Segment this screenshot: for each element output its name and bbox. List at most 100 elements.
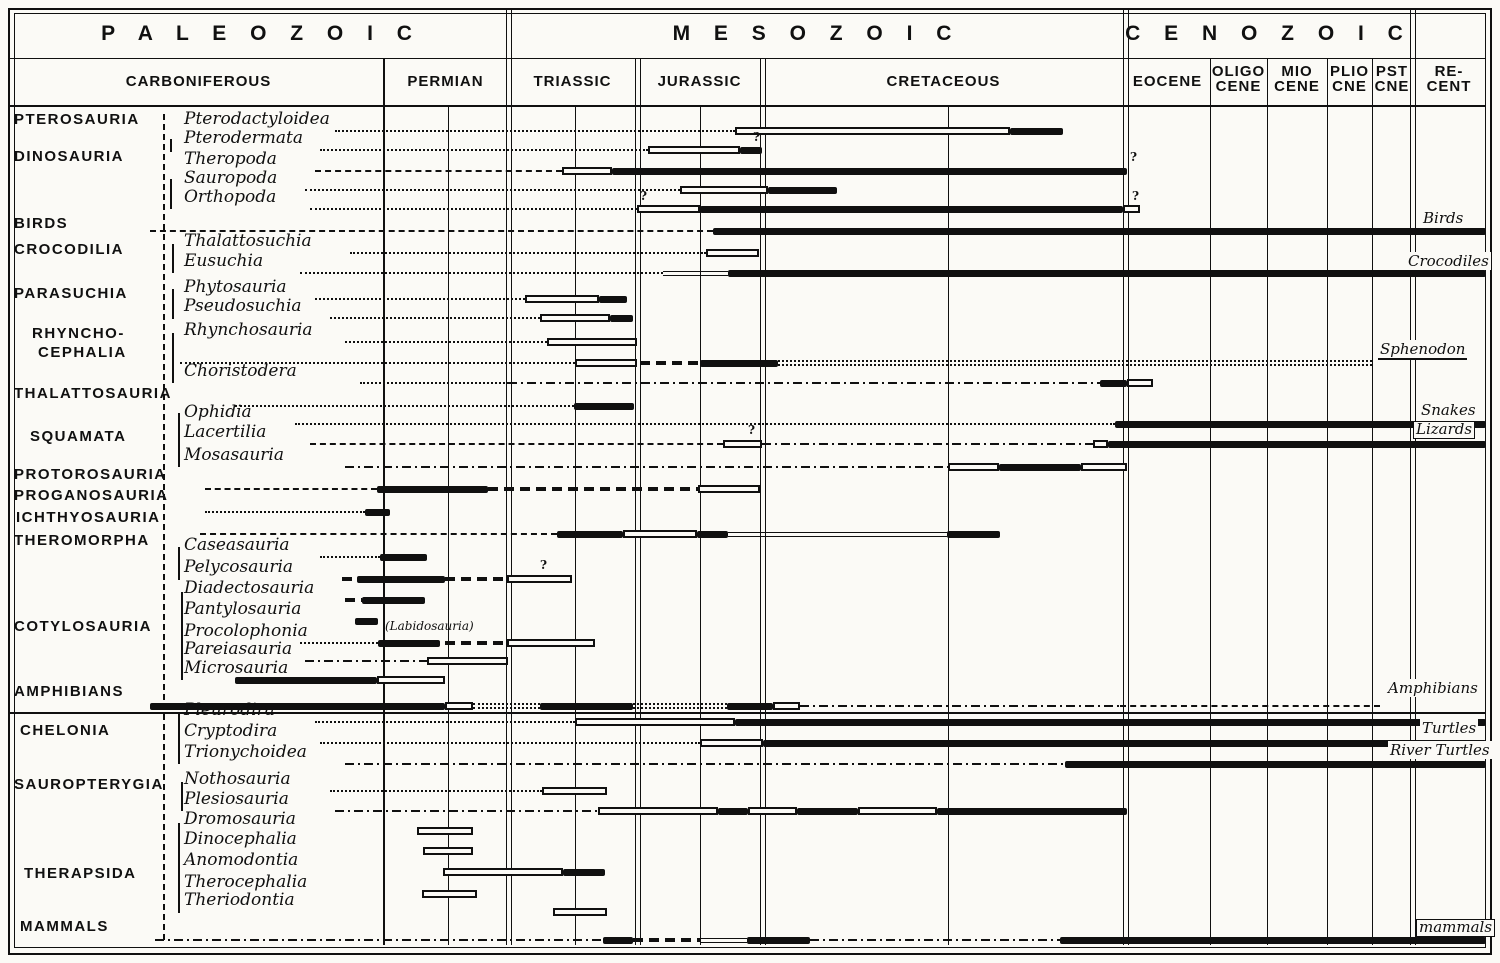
range-bar-dot — [300, 272, 663, 274]
section-rule — [10, 712, 1486, 714]
group-bracket — [170, 139, 172, 152]
range-bar-open — [575, 718, 735, 726]
range-bar-open — [698, 485, 760, 493]
taxon-label: Cryptodira — [184, 721, 278, 741]
column-rule — [1372, 58, 1373, 945]
range-bar-open — [422, 890, 477, 898]
taxon-label: Pantylosauria — [184, 599, 302, 619]
range-bar-thick — [355, 618, 378, 625]
range-bar-open — [377, 676, 445, 684]
group-label: SQUAMATA — [30, 428, 127, 445]
taxon-label: Pseudosuchia — [184, 296, 302, 316]
range-bar-hdash — [488, 487, 698, 491]
group-bracket — [178, 823, 180, 913]
group-label: THEROMORPHA — [14, 532, 150, 549]
range-bar-dash — [315, 170, 562, 172]
taxon-label: Choristodera — [184, 361, 297, 381]
column-rule — [506, 10, 512, 945]
period-header-label: CRETACEOUS — [886, 73, 1001, 90]
range-bar-dot — [295, 423, 1115, 425]
group-bracket — [172, 333, 174, 383]
era-header-label: C E N O Z O I C — [1125, 22, 1412, 45]
taxon-label: Mosasauria — [184, 445, 285, 465]
range-bar-thick — [357, 576, 445, 583]
range-bar-open — [1127, 379, 1153, 387]
range-bar-thin — [663, 271, 728, 276]
range-bar-thick — [557, 531, 623, 538]
range-bar-open — [1093, 440, 1108, 448]
range-bar-dashdot — [508, 382, 1100, 384]
group-bracket — [178, 714, 180, 764]
group-label: PROGANOSAURIA — [14, 487, 169, 504]
range-bar-dashdot — [810, 939, 1060, 941]
right-edge-label: Amphibians — [1386, 679, 1480, 697]
range-bar-dot — [320, 149, 648, 151]
label-divider-dashed-line — [163, 114, 165, 940]
section-rule — [10, 105, 1486, 107]
column-rule — [700, 107, 701, 945]
range-bar-open — [723, 440, 762, 448]
group-label: BIRDS — [14, 215, 69, 232]
range-bar-open — [858, 807, 937, 815]
taxon-label: Pareiasauria — [184, 639, 293, 659]
uncertainty-question-mark: ? — [753, 130, 761, 144]
range-bar-thick — [727, 703, 773, 710]
taxon-label: Pterodermata — [184, 128, 303, 148]
taxon-label: Anomodontia — [184, 850, 299, 870]
group-label: AMPHIBIANS — [14, 683, 125, 700]
taxon-label: Rhynchosauria — [184, 320, 313, 340]
group-bracket — [172, 289, 174, 319]
range-bar-dot — [320, 556, 380, 558]
range-bar-thick — [365, 509, 390, 516]
range-bar-thick — [740, 147, 762, 154]
range-bar-thick — [999, 464, 1081, 471]
right-edge-label: Sphenodon — [1378, 340, 1468, 360]
range-bar-open — [575, 359, 637, 367]
range-bar-dot — [320, 742, 700, 744]
range-bar-open — [700, 739, 763, 747]
group-label: CROCODILIA — [14, 241, 124, 258]
range-bar-dashdot — [800, 705, 1120, 707]
right-edge-label: mammals — [1416, 919, 1496, 937]
right-edge-label: Crocodiles — [1406, 252, 1491, 270]
parenthetical-note: (Labidosauria) — [385, 619, 474, 633]
group-label: SAUROPTERYGIA — [14, 776, 164, 793]
range-bar-open — [423, 847, 473, 855]
range-bar-thin — [700, 938, 747, 943]
era-header-label: P A L E O Z O I C — [101, 22, 421, 45]
group-label: RHYNCHO- — [32, 325, 125, 342]
column-rule — [948, 107, 949, 945]
column-rule — [1267, 58, 1268, 945]
taxon-label: Pterodactyloidea — [184, 109, 330, 129]
era-header-label: M E S O Z O I C — [672, 22, 961, 45]
range-bar-thick — [612, 168, 1127, 175]
range-bar-thick — [1100, 380, 1127, 387]
range-bar-thick — [1010, 128, 1063, 135]
range-bar-thick — [747, 937, 810, 944]
taxon-label: Therocephalia — [184, 872, 308, 892]
range-bar-dashdot — [345, 763, 1065, 765]
range-bar-thick — [1065, 761, 1486, 768]
range-bar-dashdot — [762, 443, 1093, 445]
taxon-label: Trionychoidea — [184, 742, 307, 762]
taxon-label: Pelycosauria — [184, 557, 294, 577]
taxon-label: Ophidia — [184, 402, 252, 422]
uncertainty-question-mark: ? — [540, 558, 548, 572]
range-bar-thick — [797, 808, 858, 815]
range-bar-open — [540, 314, 610, 322]
range-bar-dot — [335, 130, 735, 132]
range-bar-open — [748, 807, 797, 815]
range-bar-dot — [310, 208, 637, 210]
column-rule — [383, 58, 385, 945]
range-bar-thick — [700, 360, 778, 367]
range-bar-thick — [599, 296, 627, 303]
range-bar-dot — [330, 790, 542, 792]
range-bar-thick — [603, 937, 633, 944]
range-bar-dot — [330, 317, 540, 319]
taxon-label: Pleurodira — [184, 700, 275, 720]
range-bar-dash — [150, 230, 713, 232]
range-bar-thick — [1108, 441, 1486, 448]
inner-frame — [14, 13, 1486, 948]
group-label: PTEROSAURIA — [14, 111, 140, 128]
group-label: DINOSAURIA — [14, 148, 125, 165]
